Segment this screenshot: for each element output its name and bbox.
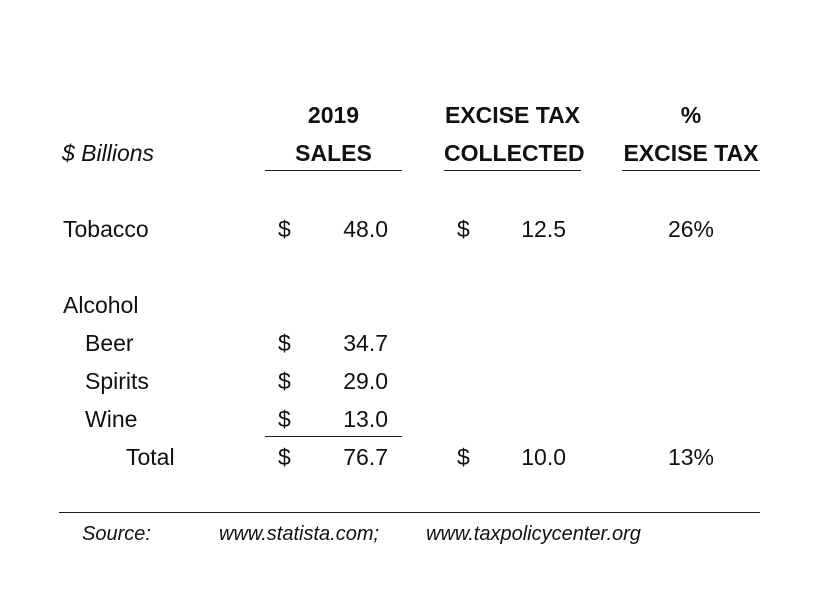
row-label-alcohol: Alcohol	[63, 292, 139, 318]
tobacco-excise-value: 12.5	[521, 216, 566, 242]
collected-header: COLLECTED	[444, 140, 585, 166]
sales-header-underline	[265, 170, 402, 171]
total-sales-value: 76.7	[343, 444, 388, 470]
source-link-statista: www.statista.com;	[219, 523, 380, 545]
currency-symbol: $	[457, 444, 470, 470]
currency-symbol: $	[278, 406, 291, 432]
sales-header: SALES	[295, 140, 372, 166]
currency-symbol: $	[457, 216, 470, 242]
percent-header: %	[680, 102, 702, 128]
units-label: $ Billions	[62, 140, 155, 166]
total-pct-value: 13%	[667, 444, 715, 470]
sales-year-header: 2019	[307, 102, 360, 128]
row-label-tobacco: Tobacco	[63, 216, 149, 242]
row-label-total: Total	[126, 444, 175, 470]
pct-header-underline	[622, 170, 760, 171]
total-excise-value: 10.0	[521, 444, 566, 470]
row-label-spirits: Spirits	[85, 368, 149, 394]
source-label: Source:	[82, 523, 151, 545]
currency-symbol: $	[278, 444, 291, 470]
spirits-sales-value: 29.0	[343, 368, 388, 394]
excise-tax-header: EXCISE TAX	[444, 102, 581, 128]
currency-symbol: $	[278, 330, 291, 356]
excise-header-underline	[444, 170, 581, 171]
currency-symbol: $	[278, 368, 291, 394]
wine-sales-value: 13.0	[343, 406, 388, 432]
tobacco-sales-value: 48.0	[343, 216, 388, 242]
percent-excise-tax-header: EXCISE TAX	[623, 140, 759, 166]
beer-sales-value: 34.7	[343, 330, 388, 356]
source-link-taxpolicycenter: www.taxpolicycenter.org	[426, 523, 641, 545]
tobacco-pct-value: 26%	[667, 216, 715, 242]
currency-symbol: $	[278, 216, 291, 242]
footer-rule	[59, 512, 760, 513]
row-label-wine: Wine	[85, 406, 138, 432]
row-label-beer: Beer	[85, 330, 134, 356]
subtotal-rule	[265, 436, 402, 437]
